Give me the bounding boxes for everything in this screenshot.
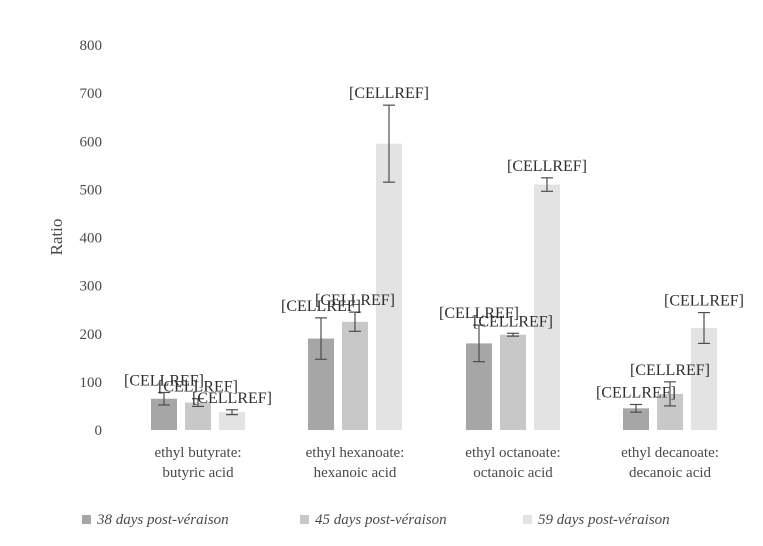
data-label: [CELLREF] bbox=[439, 305, 519, 322]
y-tick-label: 100 bbox=[80, 375, 103, 391]
y-tick-label: 400 bbox=[80, 231, 103, 247]
legend-label: 45 days post-véraison bbox=[315, 512, 447, 528]
legend-label: 59 days post-véraison bbox=[538, 512, 670, 528]
bar bbox=[500, 334, 526, 430]
x-category-label: decanoic acid bbox=[629, 465, 712, 481]
data-label: [CELLREF] bbox=[315, 292, 395, 309]
x-category-label: ethyl hexanoate: bbox=[306, 445, 405, 461]
data-label: [CELLREF] bbox=[349, 85, 429, 102]
legend-label: 38 days post-véraison bbox=[96, 512, 229, 528]
bar bbox=[623, 408, 649, 430]
data-label: [CELLREF] bbox=[192, 390, 272, 407]
x-category-label: hexanoic acid bbox=[314, 465, 397, 481]
data-label: [CELLREF] bbox=[596, 384, 676, 401]
data-label: [CELLREF] bbox=[281, 298, 361, 315]
data-label: [CELLREF] bbox=[630, 362, 710, 379]
data-label: [CELLREF] bbox=[473, 313, 553, 330]
y-tick-label: 800 bbox=[80, 38, 103, 54]
legend-swatch bbox=[300, 515, 309, 524]
y-tick-label: 500 bbox=[80, 182, 103, 198]
x-category-label: ethyl octanoate: bbox=[465, 445, 560, 461]
x-category-label: ethyl butyrate: bbox=[154, 445, 241, 461]
y-tick-label: 700 bbox=[80, 86, 103, 102]
y-axis-title: Ratio bbox=[47, 219, 66, 256]
x-category-label: ethyl decanoate: bbox=[621, 445, 719, 461]
x-category-label: butyric acid bbox=[162, 465, 234, 481]
data-label: [CELLREF] bbox=[158, 379, 238, 396]
legend-swatch bbox=[523, 515, 532, 524]
data-label: [CELLREF] bbox=[664, 293, 744, 310]
y-tick-label: 600 bbox=[80, 134, 103, 150]
y-tick-label: 0 bbox=[95, 423, 103, 439]
bar bbox=[185, 402, 211, 430]
data-label: [CELLREF] bbox=[507, 158, 587, 175]
y-tick-label: 200 bbox=[80, 327, 103, 343]
bar bbox=[342, 321, 368, 430]
bar bbox=[534, 184, 560, 430]
data-label: [CELLREF] bbox=[124, 372, 204, 389]
x-category-label: octanoic acid bbox=[473, 465, 553, 481]
bar bbox=[376, 143, 402, 430]
legend-swatch bbox=[82, 515, 91, 524]
bar bbox=[691, 327, 717, 430]
y-tick-label: 300 bbox=[80, 279, 103, 295]
bar bbox=[219, 412, 245, 430]
